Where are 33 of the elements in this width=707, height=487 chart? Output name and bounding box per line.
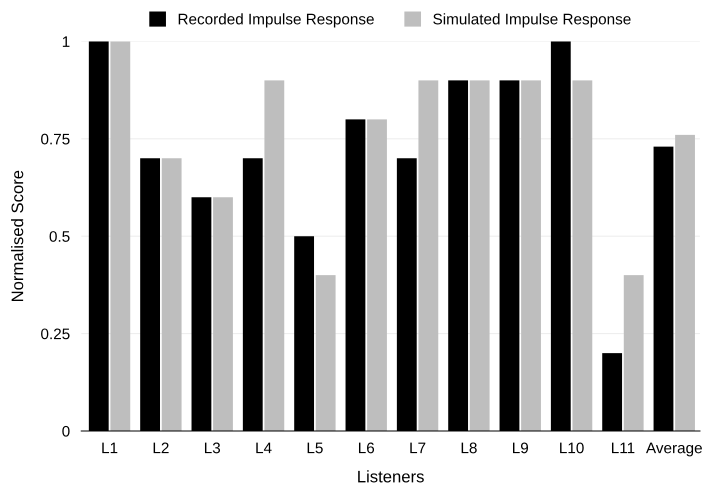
bar (316, 275, 336, 431)
x-tick-label: L11 (612, 442, 634, 454)
x-tick-label: Average (646, 442, 702, 456)
y-tick-label: 0 (62, 426, 70, 437)
bar (367, 119, 387, 431)
bar (110, 41, 130, 431)
x-tick-label: L5 (308, 442, 323, 454)
x-tick-label: L3 (204, 442, 220, 454)
bar (572, 80, 592, 431)
bar (213, 197, 233, 431)
x-tick-label: L7 (410, 442, 426, 454)
bar (470, 80, 490, 431)
y-tick-label: 1 (62, 36, 70, 47)
x-axis-title: Listeners (358, 470, 424, 482)
bar (162, 158, 182, 431)
bar (521, 80, 541, 431)
y-tick-label: 0.5 (50, 231, 70, 242)
legend-label: Recorded Impulse Response (178, 13, 374, 28)
bar (264, 80, 284, 431)
bar (675, 134, 695, 431)
x-tick-label: L9 (513, 442, 528, 454)
x-tick-label: L8 (462, 442, 477, 454)
bar (624, 275, 644, 431)
bar (418, 80, 438, 431)
y-tick-label: 0.25 (41, 328, 70, 340)
y-tick-label: 0.75 (41, 134, 70, 144)
y-axis-title: Normalised Score (11, 170, 24, 302)
legend-label: Simulated Impulse Response (433, 13, 631, 28)
x-tick-label: L10 (560, 442, 584, 454)
x-tick-label: L4 (256, 442, 272, 454)
x-tick-label: L6 (358, 442, 374, 454)
x-tick-label: L2 (154, 442, 169, 454)
x-tick-label: L1 (102, 442, 118, 454)
